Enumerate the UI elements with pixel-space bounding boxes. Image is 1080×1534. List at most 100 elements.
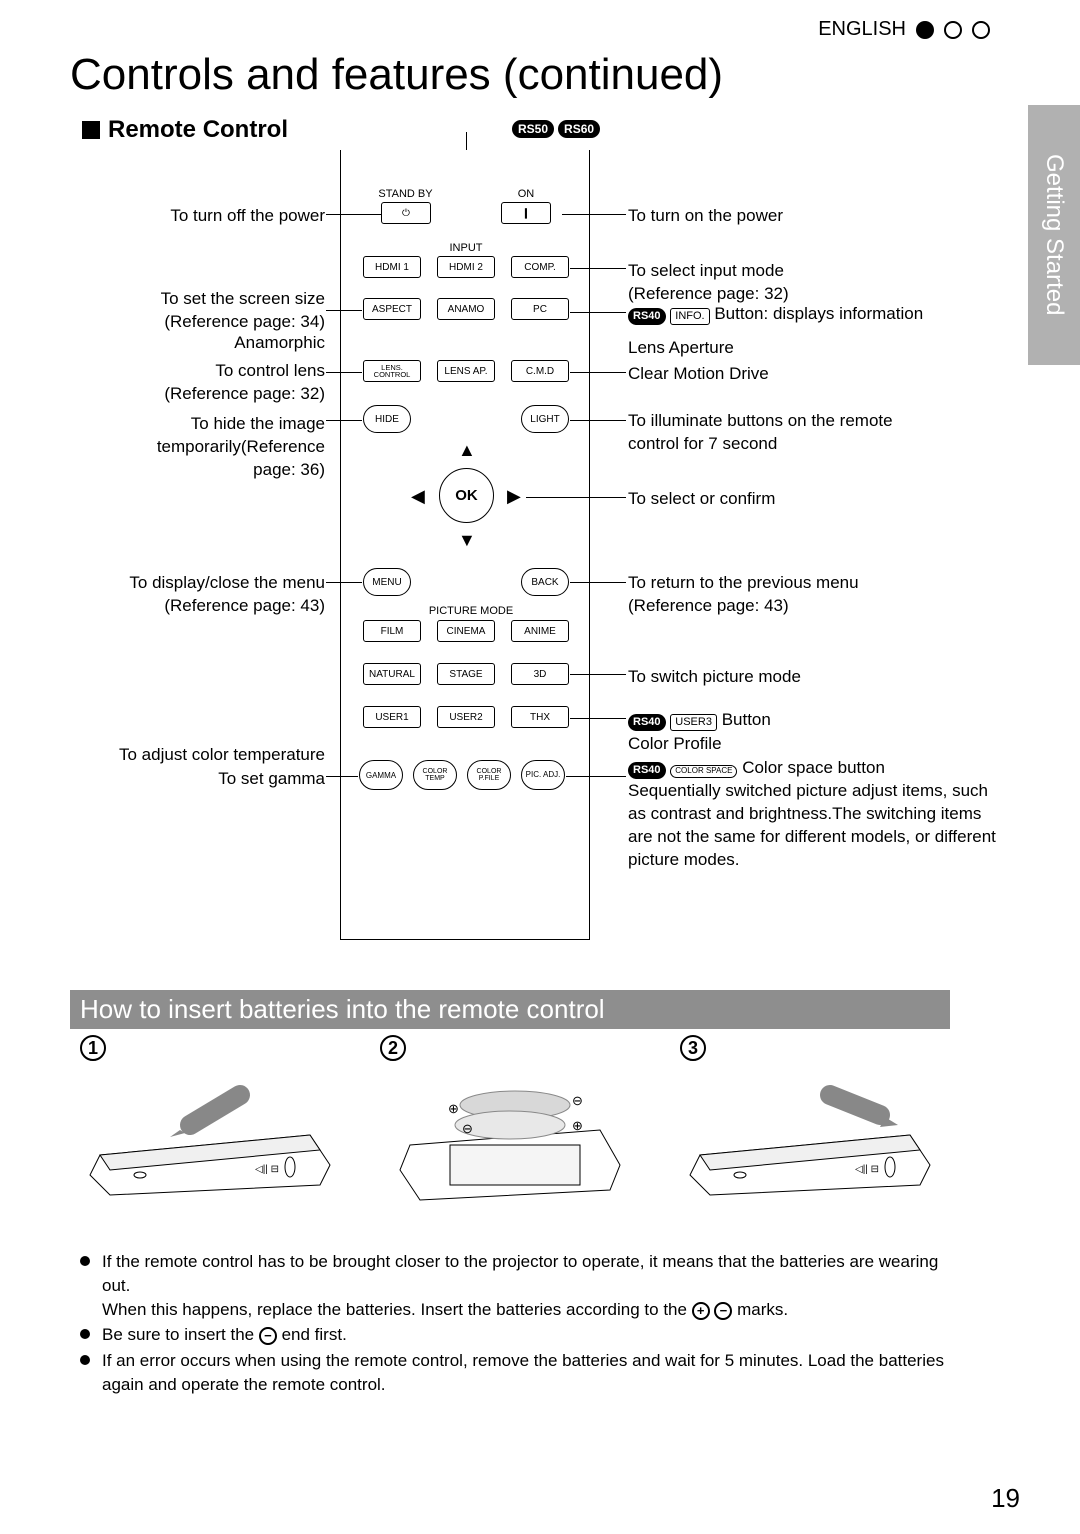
leader xyxy=(570,718,626,719)
btn-pic-adj[interactable]: PIC. ADJ. xyxy=(521,760,565,790)
btn-hdmi1[interactable]: HDMI 1 xyxy=(363,256,421,278)
dot-current xyxy=(916,21,934,39)
txt: To set the screen size xyxy=(161,289,325,308)
badge-rs40-b: RS40 xyxy=(628,714,666,731)
battery-notes: If the remote control has to be brought … xyxy=(80,1250,960,1399)
svg-text:◁|| ⊟: ◁|| ⊟ xyxy=(855,1164,879,1175)
callout-lensap: Lens Aperture xyxy=(628,337,958,360)
callout-light: To illuminate buttons on the remote cont… xyxy=(628,410,988,456)
box-colorspace: COLOR SPACE xyxy=(670,765,737,778)
note-2: Be sure to insert the − end first. xyxy=(80,1323,960,1347)
btn-menu[interactable]: MENU xyxy=(363,568,411,596)
btn-gamma[interactable]: GAMMA xyxy=(359,760,403,790)
btn-lens-ap[interactable]: LENS AP. xyxy=(437,360,495,382)
callout-cmd: Clear Motion Drive xyxy=(628,363,958,386)
leader xyxy=(570,674,626,675)
btn-cinema[interactable]: CINEMA xyxy=(437,620,495,642)
label-input: INPUT xyxy=(436,242,496,254)
callout-anamo: Anamorphic xyxy=(70,332,325,355)
page-title: Controls and features (continued) xyxy=(70,50,723,100)
txt: page: 36) xyxy=(253,460,325,479)
dot-page-2 xyxy=(944,21,962,39)
btn-ok[interactable]: OK xyxy=(439,468,494,523)
callout-thx: RS40 USER3 Button xyxy=(628,709,958,732)
step-3: 3 xyxy=(680,1035,706,1061)
model-badges: RS50 RS60 xyxy=(512,120,600,138)
label-picture-mode: PICTURE MODE xyxy=(421,605,521,617)
txt: To return to the previous menu xyxy=(628,573,859,592)
svg-text:◁|| ⊟: ◁|| ⊟ xyxy=(255,1164,279,1175)
btn-left[interactable]: ◀ xyxy=(411,486,425,507)
btn-natural[interactable]: NATURAL xyxy=(363,663,421,685)
battery-fig-2: ⊕ ⊖ ⊖ ⊕ xyxy=(380,1075,650,1215)
plus-icon: + xyxy=(692,1302,710,1320)
txt: (Reference page: 32) xyxy=(164,384,325,403)
leader xyxy=(326,776,358,777)
btn-aspect[interactable]: ASPECT xyxy=(363,298,421,320)
leader xyxy=(326,420,362,421)
txt: To hide the image xyxy=(191,414,325,433)
txt: (Reference page: 32) xyxy=(628,284,789,303)
btn-standby[interactable]: ⏻ xyxy=(381,202,431,224)
leader xyxy=(562,214,626,215)
btn-up[interactable]: ▲ xyxy=(458,440,476,461)
leader xyxy=(526,497,626,498)
battery-fig-1: ◁|| ⊟ xyxy=(80,1075,350,1215)
btn-anime[interactable]: ANIME xyxy=(511,620,569,642)
btn-stage[interactable]: STAGE xyxy=(437,663,495,685)
leader xyxy=(570,312,626,313)
btn-lens-control[interactable]: LENS. CONTROL xyxy=(363,360,421,382)
btn-on[interactable]: ❙ xyxy=(501,202,551,224)
btn-user1[interactable]: USER1 xyxy=(363,706,421,728)
txt: To select input mode xyxy=(628,261,784,280)
txt: To display/close the menu xyxy=(129,573,325,592)
section-title-text: Remote Control xyxy=(108,116,288,144)
btn-pc[interactable]: PC xyxy=(511,298,569,320)
svg-text:⊖: ⊖ xyxy=(572,1093,583,1108)
callout-ok: To select or confirm xyxy=(628,488,958,511)
callout-standby: To turn off the power xyxy=(70,205,325,228)
badge-rs40-c: RS40 xyxy=(628,762,666,779)
btn-comp[interactable]: COMP. xyxy=(511,256,569,278)
btn-user2[interactable]: USER2 xyxy=(437,706,495,728)
btn-down[interactable]: ▼ xyxy=(458,530,476,551)
leader xyxy=(566,776,626,777)
leader xyxy=(326,214,381,215)
callout-input: To select input mode (Reference page: 32… xyxy=(628,260,958,306)
callout-hide: To hide the image temporarily(Reference … xyxy=(70,413,325,482)
dot-page-3 xyxy=(972,21,990,39)
txt: (Reference page: 43) xyxy=(164,596,325,615)
btn-film[interactable]: FILM xyxy=(363,620,421,642)
callout-aspect: To set the screen size (Reference page: … xyxy=(70,288,325,334)
leader xyxy=(570,420,626,421)
txt: Button xyxy=(722,710,771,729)
btn-back[interactable]: BACK xyxy=(521,568,569,596)
badge-rs50: RS50 xyxy=(512,120,554,138)
note-1: If the remote control has to be brought … xyxy=(80,1250,960,1321)
txt: control for 7 second xyxy=(628,434,777,453)
callout-colorspace: RS40 COLOR SPACE Color space button xyxy=(628,757,988,780)
callout-colorpfile: Color Profile xyxy=(628,733,958,756)
btn-light[interactable]: LIGHT xyxy=(521,405,569,433)
label-standby: STAND BY xyxy=(373,188,438,200)
btn-thx[interactable]: THX xyxy=(511,706,569,728)
btn-hdmi2[interactable]: HDMI 2 xyxy=(437,256,495,278)
leader xyxy=(570,372,626,373)
btn-cmd[interactable]: C.M.D xyxy=(511,360,569,382)
callout-colortemp: To adjust color temperature xyxy=(30,744,325,767)
btn-color-temp[interactable]: COLOR TEMP xyxy=(413,760,457,790)
svg-text:⊕: ⊕ xyxy=(572,1118,583,1133)
callout-on: To turn on the power xyxy=(628,205,958,228)
btn-color-profile[interactable]: COLOR P.FILE xyxy=(467,760,511,790)
btn-anamo[interactable]: ANAMO xyxy=(437,298,495,320)
battery-fig-3: ◁|| ⊟ xyxy=(680,1075,950,1215)
callout-menu: To display/close the menu (Reference pag… xyxy=(30,572,325,618)
step-2: 2 xyxy=(380,1035,406,1061)
btn-right[interactable]: ▶ xyxy=(507,486,521,507)
txt: Color space button xyxy=(742,758,885,777)
btn-hide[interactable]: HIDE xyxy=(363,405,411,433)
leader-tick xyxy=(466,132,467,150)
btn-3d[interactable]: 3D xyxy=(511,663,569,685)
badge-rs60: RS60 xyxy=(558,120,600,138)
svg-text:⊖: ⊖ xyxy=(462,1121,473,1136)
